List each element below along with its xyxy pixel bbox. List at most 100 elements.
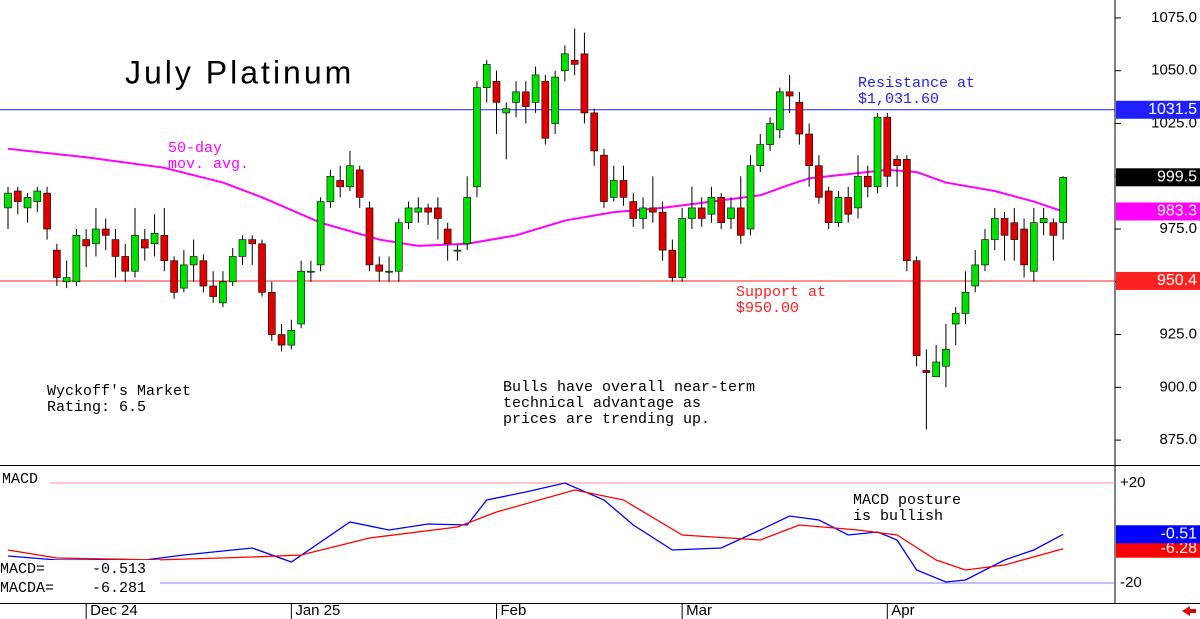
candle-body [678, 218, 686, 278]
annotation: Wyckoff's Market [47, 383, 191, 400]
macd-panel-label: MACD [2, 471, 38, 488]
value-box [1116, 271, 1200, 290]
candle-body [170, 260, 178, 293]
candle-body [209, 285, 217, 297]
candle-body [580, 53, 589, 114]
candle-body [443, 228, 452, 245]
value-box-label: 999.5 [1157, 169, 1197, 186]
value-box-label: 950.4 [1157, 272, 1197, 289]
y-tick-label: 900.0 [1159, 378, 1197, 395]
candle-body [570, 59, 579, 65]
candle-body [267, 292, 276, 335]
candle-body [53, 249, 61, 278]
readout-bg [0, 579, 160, 597]
candle-body [903, 159, 911, 261]
value-box-label: 1031.5 [1148, 101, 1197, 118]
candle-body [824, 190, 833, 223]
candle-body [307, 270, 315, 273]
candle-body [512, 91, 520, 103]
candle-body [609, 180, 618, 198]
candle-body [219, 281, 227, 304]
candle-body [590, 112, 599, 152]
candle-body [199, 260, 208, 287]
candle-body [805, 133, 813, 166]
candle-body [13, 190, 22, 202]
candle-body [346, 165, 354, 188]
candle-body [971, 264, 980, 287]
candle-body [815, 165, 823, 198]
readout-value: -6.281 [92, 580, 146, 597]
value-box [1116, 168, 1200, 187]
candle-body [561, 53, 569, 72]
candle-body [482, 64, 491, 88]
candle-body [131, 235, 139, 272]
candle-body [385, 270, 393, 273]
candle-body [82, 239, 90, 247]
level-annotation: Support at [736, 284, 826, 301]
candle-body [404, 207, 413, 223]
candle-body [981, 239, 989, 266]
candle-body [394, 222, 403, 272]
candle-body [951, 313, 960, 325]
candle-body [463, 197, 471, 245]
candle-body [424, 207, 432, 213]
candle-body [522, 91, 530, 107]
macd-line [7, 489, 1064, 571]
candle-body [990, 218, 999, 240]
x-tick-label: Dec 24 [90, 602, 138, 619]
candle-body [43, 192, 51, 230]
candle-body [776, 91, 784, 131]
value-box-label: -6.28 [1161, 540, 1198, 557]
candle-body [140, 239, 149, 249]
candle-body [1010, 222, 1019, 240]
candle-body [1059, 177, 1067, 223]
candle-body [4, 192, 12, 209]
candle-body [316, 201, 325, 266]
candle-body [277, 334, 286, 346]
candle-body [922, 370, 931, 373]
candle-body [62, 277, 71, 283]
candle-body [72, 235, 81, 283]
annotation: technical advantage as [503, 395, 701, 412]
candle-body [355, 169, 364, 198]
candle-body [365, 207, 374, 266]
candle-body [336, 180, 344, 188]
readout-bg [0, 560, 160, 578]
annotation: is bullish [853, 508, 943, 525]
candle-body [473, 87, 481, 188]
x-tick-label: Apr [891, 602, 914, 619]
candle-body [1039, 218, 1048, 223]
candle-body [1049, 222, 1058, 236]
candle-body [727, 207, 735, 219]
candle-body [33, 190, 42, 202]
candle-body [453, 249, 462, 252]
scroll-arrow[interactable] [1182, 606, 1196, 616]
level-annotation: $1,031.60 [858, 91, 939, 108]
candle-body [23, 197, 32, 209]
candle-body [297, 270, 305, 325]
macd-tick-label: +20 [1120, 474, 1145, 491]
ma-label: 50-day [168, 140, 222, 157]
value-box [1116, 100, 1200, 119]
candle-body [600, 154, 608, 202]
readout-name: MACDA= [0, 580, 54, 597]
y-tick-label: 975.0 [1159, 220, 1197, 237]
value-box [1116, 525, 1200, 544]
candle-body [1000, 218, 1009, 236]
candle-body [111, 239, 120, 257]
value-box [1116, 539, 1200, 558]
candle-body [785, 91, 794, 97]
candle-body [863, 175, 872, 188]
candle-body [228, 256, 237, 283]
candle-body [844, 197, 853, 215]
value-box-label: 983.3 [1157, 203, 1197, 220]
candle-body [912, 260, 921, 356]
candle-body [92, 228, 100, 245]
candle-body [688, 207, 696, 219]
candle-body [854, 175, 862, 209]
candle-body [180, 264, 188, 289]
readout-name: MACD= [0, 561, 45, 578]
y-tick-label: 1075.0 [1151, 9, 1197, 26]
candle-body [707, 197, 716, 215]
